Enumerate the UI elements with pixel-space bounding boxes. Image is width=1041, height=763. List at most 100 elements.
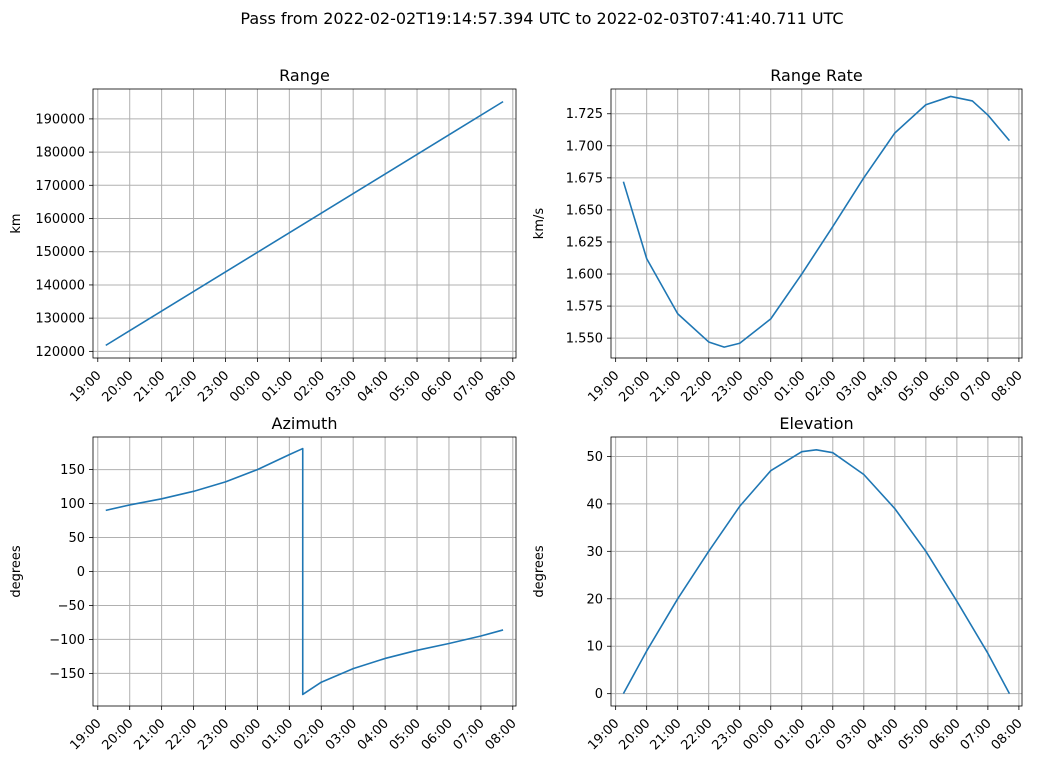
x-tick-label: 04:00 — [865, 368, 902, 405]
x-tick-label: 06:00 — [419, 368, 456, 405]
x-tick-label: 06:00 — [927, 716, 964, 753]
x-tick-label: 19:00 — [68, 368, 105, 405]
axes-frame — [92, 88, 517, 359]
y-tick-label: 1.625 — [566, 235, 603, 250]
y-tick-label: 10 — [586, 640, 603, 655]
x-tick-label: 23:00 — [709, 716, 746, 753]
y-axis-label: degrees — [532, 545, 547, 598]
y-tick-label: 150 — [60, 463, 85, 478]
series-line-range-rate — [622, 95, 1011, 348]
x-tick-label: 23:00 — [195, 716, 232, 753]
y-tick-label: 0 — [595, 687, 603, 702]
x-tick-label: 05:00 — [387, 368, 424, 405]
y-tick-label: −50 — [58, 599, 85, 614]
series-line-range — [105, 100, 504, 347]
y-tick-label: −150 — [49, 667, 85, 682]
x-tick-label: 03:00 — [323, 368, 360, 405]
x-tick-label: 20:00 — [99, 368, 136, 405]
x-tick-label: 06:00 — [419, 716, 456, 753]
y-tick-label: 1.700 — [566, 139, 603, 154]
x-tick-label: 05:00 — [896, 716, 933, 753]
x-tick-label: 03:00 — [834, 716, 871, 753]
y-tick-label: 50 — [68, 531, 85, 546]
x-tick-label: 21:00 — [131, 716, 168, 753]
y-tick-label: 1.725 — [566, 107, 603, 122]
y-axis-label: km/s — [532, 208, 547, 240]
x-tick-label: 02:00 — [291, 716, 328, 753]
axes-title: Elevation — [779, 414, 853, 433]
y-axis-label: km — [9, 213, 24, 233]
y-tick-label: 170000 — [35, 179, 85, 194]
axes-title: Range Rate — [770, 66, 862, 85]
figure-suptitle: Pass from 2022-02-02T19:14:57.394 UTC to… — [240, 9, 843, 28]
x-tick-label: 21:00 — [647, 716, 684, 753]
x-tick-label: 06:00 — [927, 368, 964, 405]
y-tick-label: 40 — [586, 497, 603, 512]
axes-frame — [92, 436, 517, 707]
y-tick-label: 1.675 — [566, 171, 603, 186]
x-tick-label: 00:00 — [740, 368, 777, 405]
x-tick-label: 20:00 — [99, 716, 136, 753]
x-tick-label: 05:00 — [896, 368, 933, 405]
axes-elevation: Elevation degrees 19:0020:0021:0022:0023:0… — [532, 414, 1026, 753]
y-tick-label: 140000 — [35, 278, 85, 293]
y-tick-label: 1.600 — [566, 268, 603, 283]
y-tick-label: 160000 — [35, 212, 85, 227]
x-tick-label: 22:00 — [678, 716, 715, 753]
y-tick-label: 130000 — [35, 312, 85, 327]
x-tick-label: 01:00 — [259, 716, 296, 753]
series-line-azimuth — [105, 447, 504, 696]
x-tick-label: 20:00 — [616, 716, 653, 753]
x-tick-label: 04:00 — [865, 716, 902, 753]
axes-range: Range km 19:0020:0021:0022:0023:0000:0001:… — [9, 66, 520, 405]
axes-frame — [610, 88, 1023, 359]
x-tick-label: 04:00 — [355, 368, 392, 405]
y-tick-label: 150000 — [35, 245, 85, 260]
x-tick-label: 08:00 — [989, 716, 1026, 753]
y-tick-label: 0 — [77, 565, 85, 580]
axes-azimuth: Azimuthdegrees19:0020:0021:0022:0023:000… — [9, 414, 520, 753]
x-tick-label: 03:00 — [834, 368, 871, 405]
y-tick-label: 120000 — [35, 345, 85, 360]
x-tick-label: 08:00 — [989, 368, 1026, 405]
x-tick-label: 19:00 — [585, 716, 622, 753]
y-tick-label: 100 — [60, 497, 85, 512]
x-tick-label: 08:00 — [483, 368, 520, 405]
x-tick-label: 23:00 — [195, 368, 232, 405]
x-tick-label: 05:00 — [387, 716, 424, 753]
x-tick-label: 07:00 — [451, 716, 488, 753]
x-tick-label: 01:00 — [771, 368, 808, 405]
x-tick-label: 04:00 — [355, 716, 392, 753]
y-tick-label: −100 — [49, 633, 85, 648]
y-tick-label: 50 — [586, 450, 603, 465]
x-tick-label: 23:00 — [709, 368, 746, 405]
y-tick-label: 20 — [586, 592, 603, 607]
x-tick-label: 00:00 — [227, 716, 264, 753]
x-tick-label: 21:00 — [131, 368, 168, 405]
x-tick-label: 22:00 — [163, 716, 200, 753]
x-tick-label: 01:00 — [259, 368, 296, 405]
axes-frame — [610, 436, 1023, 707]
x-tick-label: 20:00 — [616, 368, 653, 405]
series-line-elevation — [622, 449, 1011, 695]
y-axis-label: degrees — [9, 545, 24, 598]
axes-title: Range — [279, 66, 330, 85]
y-tick-label: 30 — [586, 545, 603, 560]
x-tick-label: 19:00 — [585, 368, 622, 405]
x-tick-label: 00:00 — [740, 716, 777, 753]
y-tick-label: 1.575 — [566, 300, 603, 315]
x-tick-label: 07:00 — [958, 716, 995, 753]
y-tick-label: 190000 — [35, 112, 85, 127]
x-tick-label: 21:00 — [647, 368, 684, 405]
x-tick-label: 01:00 — [771, 716, 808, 753]
x-tick-label: 22:00 — [163, 368, 200, 405]
x-tick-label: 02:00 — [803, 716, 840, 753]
x-tick-label: 02:00 — [291, 368, 328, 405]
x-tick-label: 03:00 — [323, 716, 360, 753]
y-tick-label: 180000 — [35, 146, 85, 161]
axes-title: Azimuth — [272, 414, 338, 433]
y-tick-label: 1.550 — [566, 332, 603, 347]
x-tick-label: 07:00 — [958, 368, 995, 405]
y-tick-label: 1.650 — [566, 203, 603, 218]
